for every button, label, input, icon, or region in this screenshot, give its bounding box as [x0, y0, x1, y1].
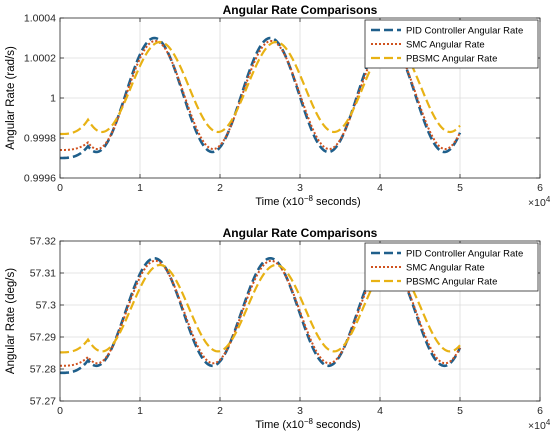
y-tick-label: 57.28: [30, 364, 56, 376]
y-tick-label: 57.3: [36, 300, 57, 312]
legend-box: [364, 19, 539, 69]
y-tick-label: 1: [50, 93, 56, 105]
y-tick-label: 0.9996: [24, 173, 56, 185]
y-tick-label: 1.0004: [24, 13, 56, 25]
x-exponent: ×104: [528, 418, 550, 432]
y-tick-label: 57.32: [30, 236, 56, 248]
legend-label-3: PBSMC Angular Rate: [406, 54, 497, 65]
y-axis-label: Angular Rate (deg/s): [5, 268, 17, 374]
x-tick-label: 1: [137, 405, 143, 417]
legend-label-2: SMC Angular Rate: [406, 263, 485, 274]
y-tick-label: 1.0002: [24, 53, 56, 65]
x-tick-label: 4: [377, 182, 383, 194]
chart-title: Angular Rate Comparisons: [223, 3, 378, 17]
legend: PID Controller Angular Rate SMC Angular R…: [364, 242, 539, 292]
x-tick-label: 3: [297, 182, 303, 194]
legend-label-1: PID Controller Angular Rate: [406, 249, 523, 260]
x-tick-label: 4: [377, 405, 383, 417]
chart-1: Angular Rate Comparisons 0 1 2 3 4 5 6 0.9996 0.9…: [5, 3, 550, 209]
x-tick-label: 1: [137, 182, 143, 194]
legend-label-1: PID Controller Angular Rate: [406, 26, 523, 37]
x-tick-label: 6: [537, 405, 543, 417]
chart-2: Angular Rate Comparisons 0 1 2 3 4 5 6 57.27 57.2…: [5, 226, 550, 432]
y-tick-label: 0.9998: [24, 133, 56, 145]
x-axis-label: Time (x10−8 seconds): [255, 194, 360, 208]
x-tick-label: 6: [537, 182, 543, 194]
legend-label-3: PBSMC Angular Rate: [406, 277, 497, 288]
x-tick-label: 2: [217, 182, 223, 194]
y-axis-label: Angular Rate (rad/s): [5, 46, 17, 150]
tick-group: 0 1 2 3 4 5 6 57.27 57.28 57.29 57.3 57.31 57.32: [30, 236, 543, 418]
series-line-3: [60, 40, 461, 136]
x-tick-label: 3: [297, 405, 303, 417]
x-tick-label: 0: [57, 405, 63, 417]
x-axis-label: Time (x10−8 seconds): [255, 417, 360, 431]
y-tick-label: 57.31: [30, 268, 56, 280]
legend-box: [364, 242, 539, 292]
tick-group: 0 1 2 3 4 5 6 0.9996 0.9998 1 1.0002 1.0004: [24, 13, 543, 195]
x-exponent: ×104: [528, 195, 550, 209]
y-tick-label: 57.29: [30, 332, 56, 344]
legend-label-2: SMC Angular Rate: [406, 40, 485, 51]
chart-title: Angular Rate Comparisons: [223, 226, 378, 240]
x-tick-label: 2: [217, 405, 223, 417]
legend: PID Controller Angular Rate SMC Angular R…: [364, 19, 539, 69]
x-tick-label: 5: [457, 182, 463, 194]
y-tick-label: 57.27: [30, 396, 56, 408]
x-tick-label: 5: [457, 405, 463, 417]
x-tick-label: 0: [57, 182, 63, 194]
